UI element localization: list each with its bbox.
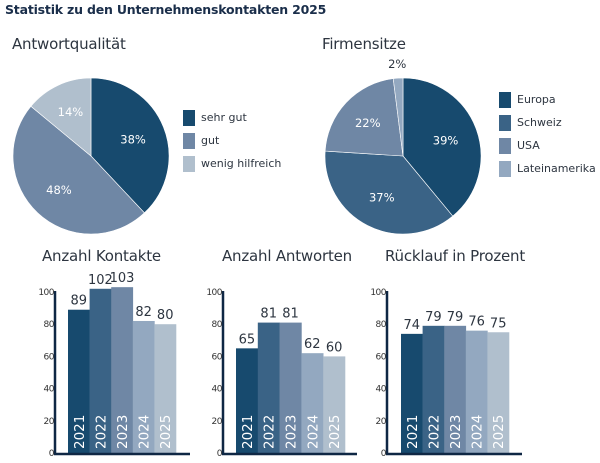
bar-return-bar xyxy=(465,330,488,453)
bar-answers-bar xyxy=(323,356,346,453)
bar-return-value-label: 75 xyxy=(490,316,507,331)
legend-label: Lateinamerika xyxy=(517,162,596,175)
bar-answers-category-label: 2024 xyxy=(305,415,321,449)
legend-swatch xyxy=(499,161,511,177)
bar-contacts-category-label: 2022 xyxy=(93,415,109,449)
bar-answers-value-label: 81 xyxy=(260,307,277,322)
bar-contacts-value-label: 82 xyxy=(135,305,152,320)
pie-quality-slice xyxy=(90,77,170,214)
bar-contacts-tick-label: 60 xyxy=(44,352,55,362)
bar-contacts-tick-label: 0 xyxy=(49,449,55,459)
pie-location-slice-label: 2% xyxy=(388,57,406,71)
legend-label: wenig hilfreich xyxy=(201,157,282,170)
bar-answers-bar xyxy=(279,322,302,453)
pie-location-slice xyxy=(392,77,404,157)
bar-contacts-title: Anzahl Kontakte xyxy=(42,247,161,265)
bar-return-value-label: 74 xyxy=(404,318,421,333)
legend-swatch xyxy=(183,110,195,126)
bar-return-bar xyxy=(422,325,445,453)
bar-answers-tick-label: 60 xyxy=(212,352,223,362)
pie-location-slice xyxy=(324,150,454,235)
bar-answers-category-label: 2023 xyxy=(284,415,300,449)
pie-location-slice-label: 39% xyxy=(433,134,459,148)
bar-return-value-label: 79 xyxy=(425,310,442,325)
legend-swatch xyxy=(499,115,511,131)
bar-contacts-bar xyxy=(154,324,177,453)
bar-contacts-category-label: 2025 xyxy=(158,415,174,449)
legend-swatch xyxy=(183,133,195,149)
bar-contacts-tick-label: 20 xyxy=(44,417,55,427)
bar-contacts-tick-label: 40 xyxy=(44,385,55,395)
bar-contacts-value-label: 102 xyxy=(88,273,113,288)
bar-answers-value-label: 65 xyxy=(239,332,256,347)
bar-answers-value-label: 60 xyxy=(326,340,343,355)
bar-answers-category-label: 2021 xyxy=(240,415,256,449)
bar-return-tick-label: 20 xyxy=(376,417,387,427)
bar-return-bar xyxy=(401,333,423,453)
legend-swatch xyxy=(499,138,511,154)
pie-quality-slice-label: 48% xyxy=(46,183,72,197)
bar-answers-tick-label: 20 xyxy=(212,417,223,427)
bar-return-category-label: 2024 xyxy=(470,415,486,449)
bar-contacts-value-label: 89 xyxy=(71,294,88,309)
legend-label: gut xyxy=(201,134,220,147)
bar-contacts-bar xyxy=(111,287,134,453)
legend-label: Schweiz xyxy=(517,116,562,129)
bar-return-category-label: 2025 xyxy=(491,415,507,449)
pie-quality-slice-label: 38% xyxy=(120,132,146,146)
legend-swatch xyxy=(183,156,195,172)
pie-location-slice xyxy=(324,78,404,157)
bar-answers-bar xyxy=(301,353,324,453)
pie-location-slice xyxy=(402,77,482,217)
bar-contacts-category-label: 2023 xyxy=(115,415,131,449)
bar-return-bar xyxy=(487,332,510,453)
pie-location-slice-label: 22% xyxy=(355,116,381,130)
legend-label: Europa xyxy=(517,93,556,106)
pie-location-slice-label: 37% xyxy=(369,191,395,205)
bar-answers-tick-label: 0 xyxy=(217,449,223,459)
bar-contacts-category-label: 2024 xyxy=(137,415,153,449)
bar-return-category-label: 2021 xyxy=(405,415,421,449)
bar-answers-category-label: 2022 xyxy=(262,415,278,449)
legend-label: sehr gut xyxy=(201,111,247,124)
bar-return-tick-label: 80 xyxy=(376,320,387,330)
page-title: Statistik zu den Unternehmenskontakten 2… xyxy=(5,2,327,17)
bar-answers-value-label: 62 xyxy=(304,337,321,352)
bar-return-tick-label: 40 xyxy=(376,385,387,395)
bar-return-value-label: 79 xyxy=(447,310,464,325)
bar-answers-tick-label: 80 xyxy=(212,320,223,330)
pie-location-title: Firmensitze xyxy=(322,35,406,53)
bar-return-tick-label: 60 xyxy=(376,352,387,362)
pie-quality-slice xyxy=(30,77,92,157)
bar-answers-tick-label: 100 xyxy=(206,288,222,298)
bar-return-category-label: 2023 xyxy=(448,415,464,449)
bar-answers-value-label: 81 xyxy=(282,307,299,322)
bar-contacts-bar xyxy=(68,309,90,453)
bar-contacts-value-label: 80 xyxy=(157,308,174,323)
bar-answers-category-label: 2025 xyxy=(327,415,343,449)
bar-answers-bar xyxy=(257,322,280,453)
bar-answers-bar xyxy=(236,348,259,453)
bar-return-title: Rücklauf in Prozent xyxy=(385,247,526,265)
bar-contacts-value-label: 103 xyxy=(110,271,135,286)
bar-contacts-tick-label: 80 xyxy=(44,320,55,330)
bar-answers-title: Anzahl Antworten xyxy=(222,247,352,265)
bar-contacts-tick-label: 100 xyxy=(38,288,54,298)
bar-answers-tick-label: 40 xyxy=(212,385,223,395)
pie-quality-title: Antwortqualität xyxy=(12,35,126,53)
legend-swatch xyxy=(499,92,511,108)
bar-return-category-label: 2022 xyxy=(426,415,442,449)
bar-return-bar xyxy=(444,325,467,453)
bar-return-value-label: 76 xyxy=(468,315,485,330)
pie-quality-slice-label: 14% xyxy=(58,105,84,119)
bar-contacts-category-label: 2021 xyxy=(72,415,88,449)
bar-return-tick-label: 0 xyxy=(381,449,387,459)
bar-contacts-bar xyxy=(89,288,112,453)
bar-return-tick-label: 100 xyxy=(370,288,386,298)
pie-quality-slice xyxy=(12,105,145,235)
bar-contacts-bar xyxy=(132,320,155,453)
legend-label: USA xyxy=(517,139,540,152)
